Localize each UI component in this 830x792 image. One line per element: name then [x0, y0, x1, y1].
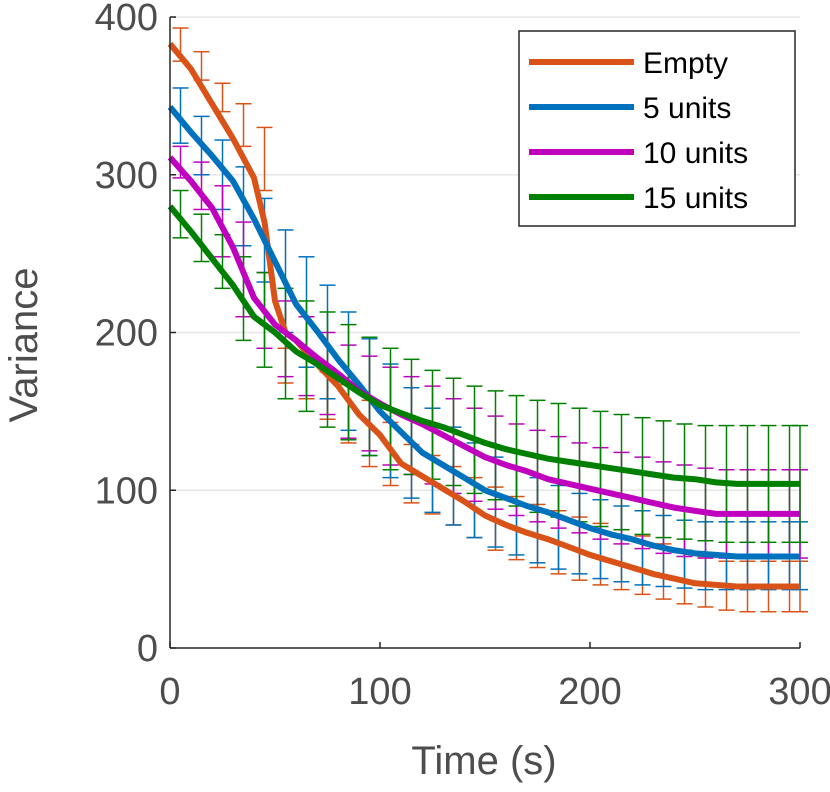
y-tick-label: 300	[95, 155, 158, 197]
y-tick-label: 400	[95, 0, 158, 39]
legend: Empty 5 units 10 units 15 units	[518, 30, 796, 227]
series-line-5-units	[167, 104, 800, 560]
y-axis-label: Variance	[2, 268, 46, 423]
x-tick-label: 300	[768, 671, 830, 713]
series-lines	[167, 41, 800, 590]
series-line-15-units	[167, 204, 800, 487]
legend-label: 10 units	[643, 137, 748, 170]
y-tick-label: 200	[95, 313, 158, 355]
y-tick-label: 0	[137, 628, 158, 670]
x-tick-label: 200	[558, 671, 621, 713]
legend-label: Empty	[643, 47, 728, 80]
x-tick-label: 0	[159, 671, 180, 713]
axes	[169, 16, 801, 649]
tick-labels: 0 100 200 300 400 0 100 200 300	[95, 0, 830, 713]
x-tick-label: 100	[348, 671, 411, 713]
series-line-10-units	[167, 155, 800, 517]
legend-label: 15 units	[643, 182, 748, 215]
y-tick-label: 100	[95, 470, 158, 512]
x-axis-label: Time (s)	[411, 739, 556, 783]
legend-label: 5 units	[643, 92, 731, 125]
